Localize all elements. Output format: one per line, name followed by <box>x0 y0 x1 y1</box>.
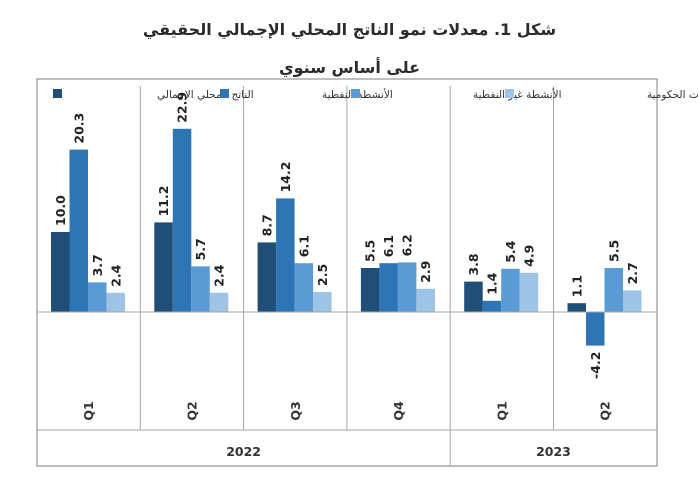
data-label: 3.8 <box>466 253 481 275</box>
legend-swatch <box>220 89 229 98</box>
chart-subtitle: على أساس سنوي <box>278 58 421 77</box>
category-label: Q1 <box>81 401 96 420</box>
bar <box>154 222 173 312</box>
bar <box>69 149 88 312</box>
bar <box>567 303 586 312</box>
bar <box>379 263 398 312</box>
data-label: 10.0 <box>53 195 68 226</box>
bar <box>464 281 483 312</box>
data-label: 5.5 <box>363 240 378 262</box>
data-label: 5.4 <box>503 240 518 262</box>
category-label: Q2 <box>184 401 199 420</box>
data-label: 8.7 <box>259 214 274 236</box>
bar <box>257 242 277 312</box>
data-label: 2.5 <box>315 264 330 286</box>
data-label: 14.2 <box>278 162 293 193</box>
category-label: Q4 <box>391 401 406 421</box>
bar <box>209 292 229 312</box>
data-label: 2.4 <box>108 264 123 286</box>
legend-swatch <box>53 89 62 98</box>
bar <box>88 282 107 312</box>
data-label: 1.4 <box>484 272 499 294</box>
category-label: Q3 <box>288 401 303 420</box>
chart-title: شكل 1. معدلات نمو الناتج المحلي الإجمالي… <box>142 20 557 39</box>
bar <box>586 312 605 346</box>
legend-label: أنشطة الخدمات الحكومية <box>647 87 699 101</box>
data-label: 2.9 <box>418 261 433 283</box>
bar <box>106 292 125 312</box>
data-label: 6.1 <box>381 235 396 257</box>
year-label: 2023 <box>536 444 571 459</box>
bar <box>501 268 520 312</box>
bar <box>416 288 435 312</box>
bar <box>519 272 539 312</box>
bar <box>360 268 380 312</box>
bar <box>51 232 70 312</box>
data-label: 6.1 <box>296 235 311 257</box>
bar <box>604 268 623 312</box>
year-label: 2022 <box>226 444 261 459</box>
data-label: 2.4 <box>212 264 227 286</box>
data-label: 6.2 <box>400 234 415 256</box>
bar <box>276 198 295 312</box>
legend-label: الناتج المحلي الإجمالي <box>157 89 254 101</box>
bar <box>482 300 502 312</box>
data-label: 4.9 <box>521 245 536 267</box>
data-label: 2.7 <box>625 262 640 284</box>
data-label: 20.3 <box>71 113 86 144</box>
category-label: Q2 <box>598 401 613 420</box>
data-label: 3.7 <box>90 254 105 276</box>
data-label: 1.1 <box>569 275 584 297</box>
data-label: -4.2 <box>588 352 603 379</box>
bar <box>191 266 210 312</box>
legend-label: الأنشطة غير النفطية <box>473 88 562 101</box>
category-label: Q1 <box>494 401 509 420</box>
legend-swatch <box>351 89 360 98</box>
data-label: 11.2 <box>156 186 171 217</box>
bar <box>623 290 642 312</box>
legend-swatch <box>505 89 514 98</box>
data-label: 22.9 <box>175 92 190 123</box>
data-label: 5.5 <box>606 240 621 262</box>
bar <box>172 128 192 312</box>
bar <box>294 263 314 312</box>
plot-frame <box>36 78 658 467</box>
bar <box>397 262 417 312</box>
data-label: 5.7 <box>193 238 208 260</box>
bar <box>313 292 332 312</box>
